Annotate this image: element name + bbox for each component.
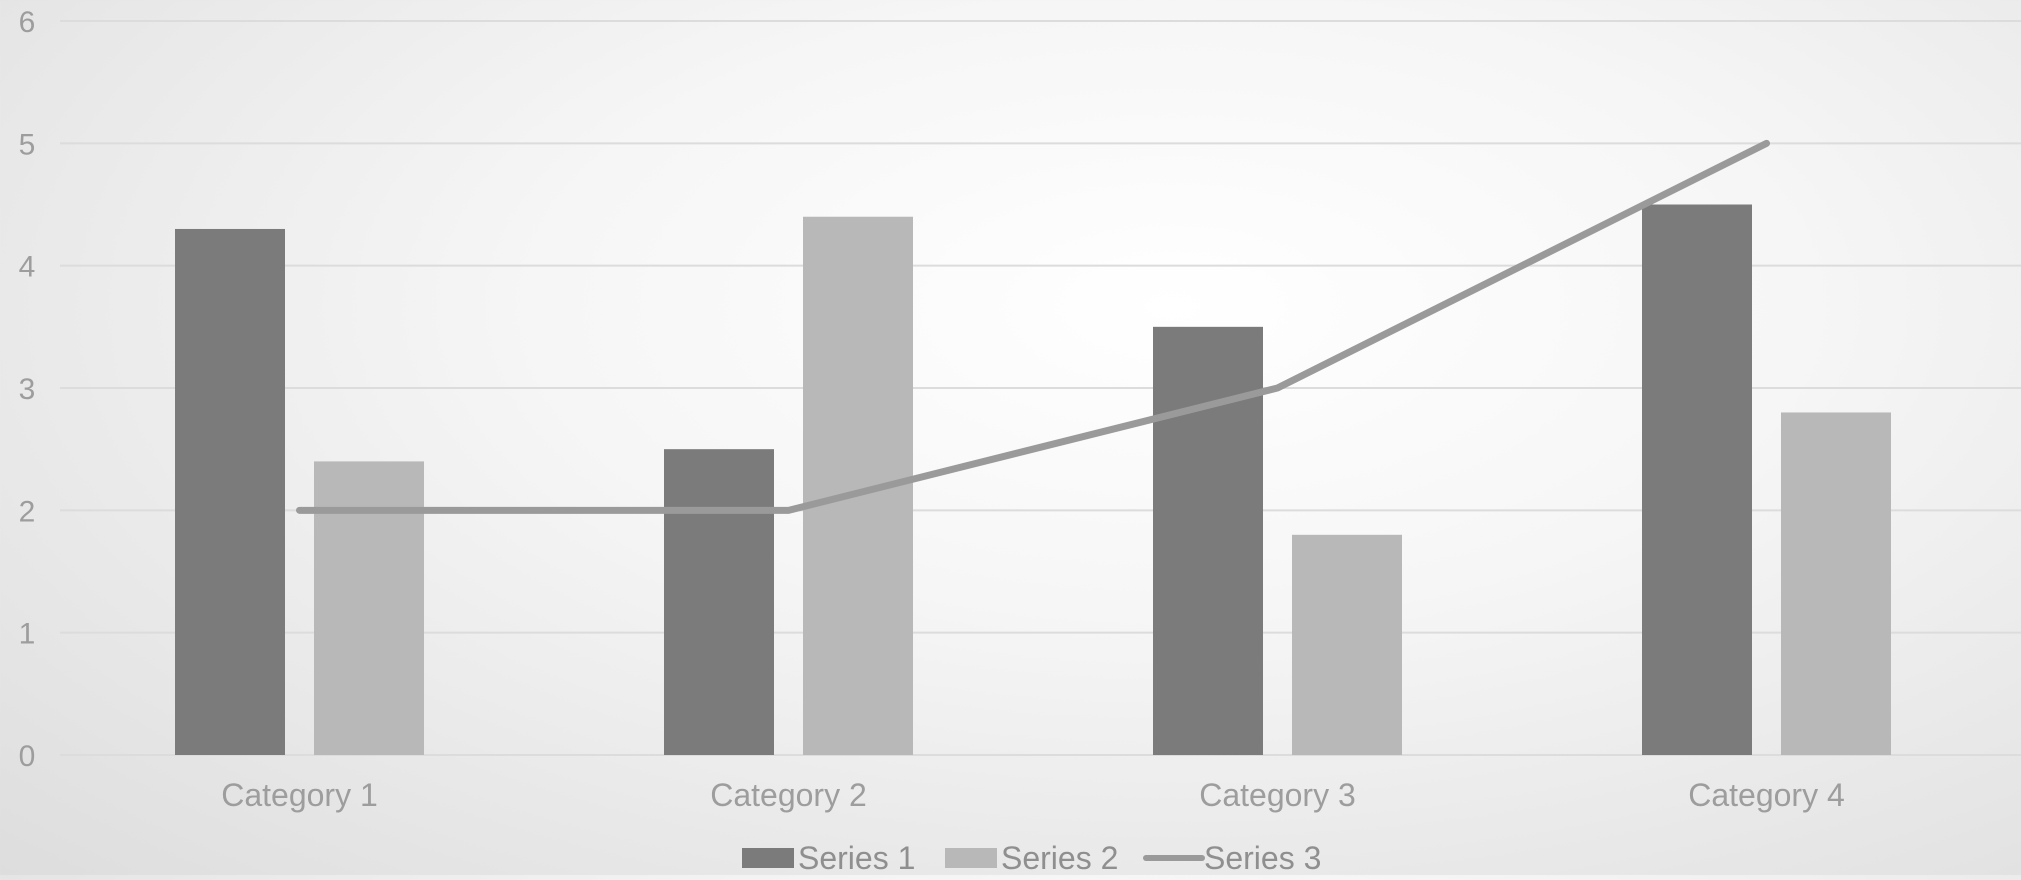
- legend-swatch-series-1: [742, 848, 794, 868]
- bar-series-1-category-2: [664, 449, 774, 755]
- bar-series-2-category-3: [1292, 534, 1402, 755]
- bar-series-2-category-1: [314, 461, 424, 755]
- legend-label-series-3: Series 3: [1204, 840, 1321, 875]
- line-point-series-3-category-4: [1766, 142, 1767, 144]
- series-line: [296, 139, 1770, 514]
- y-tick-label: 0: [19, 740, 36, 773]
- y-tick-label: 4: [19, 251, 36, 284]
- legend-label-series-1: Series 1: [798, 840, 915, 875]
- line-point-series-3-category-2: [788, 509, 789, 511]
- line-series-3: [296, 139, 1770, 514]
- legend: Series 1 Series 2 Series 3: [742, 840, 1321, 876]
- line-point-series-3-category-1: [299, 509, 300, 511]
- bar-series-2-category-4: [1781, 412, 1891, 755]
- legend-swatch-series-2: [945, 848, 997, 868]
- y-tick-label: 1: [19, 618, 36, 651]
- x-tick-label: Category 2: [710, 777, 867, 813]
- legend-label-series-2: Series 2: [1001, 840, 1118, 875]
- x-tick-label: Category 4: [1688, 777, 1845, 813]
- y-tick-label: 3: [19, 373, 36, 406]
- y-tick-label: 6: [19, 6, 36, 39]
- y-tick-label: 2: [19, 495, 36, 528]
- x-tick-label: Category 1: [221, 777, 378, 813]
- y-axis-tick-labels: 0 1 2 3 4 5 6: [19, 6, 36, 773]
- x-tick-label: Category 3: [1199, 777, 1356, 813]
- y-tick-label: 5: [19, 128, 36, 161]
- bar-series-1-category-4: [1642, 204, 1752, 755]
- bars: [175, 204, 1891, 755]
- x-axis-tick-labels: Category 1 Category 2 Category 3 Category 4: [221, 777, 1845, 813]
- bar-series-1-category-3: [1153, 326, 1263, 755]
- line-point-series-3-category-3: [1277, 387, 1278, 389]
- bar-series-1-category-1: [175, 228, 285, 755]
